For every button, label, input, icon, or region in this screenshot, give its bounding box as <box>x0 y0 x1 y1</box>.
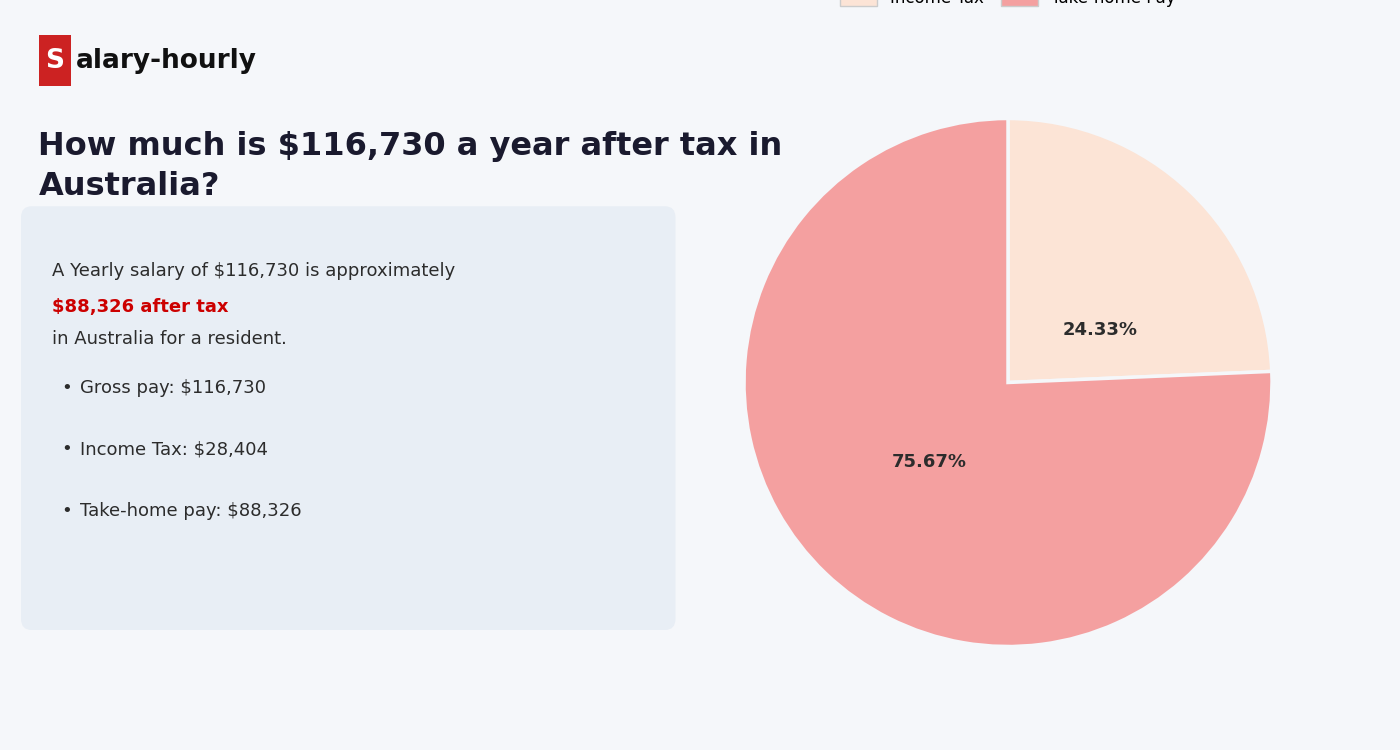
Text: 75.67%: 75.67% <box>892 453 966 471</box>
FancyBboxPatch shape <box>39 35 70 86</box>
Legend: Income Tax, Take-home Pay: Income Tax, Take-home Pay <box>834 0 1182 13</box>
Text: Gross pay: $116,730: Gross pay: $116,730 <box>81 379 266 397</box>
Text: in Australia for a resident.: in Australia for a resident. <box>53 330 287 348</box>
Text: •: • <box>62 502 71 520</box>
Text: •: • <box>62 440 71 458</box>
Text: alary-hourly: alary-hourly <box>76 48 256 74</box>
Text: S: S <box>45 48 64 74</box>
Wedge shape <box>1008 118 1271 382</box>
Text: How much is $116,730 a year after tax in
Australia?: How much is $116,730 a year after tax in… <box>39 131 783 202</box>
Wedge shape <box>743 118 1273 646</box>
Text: Income Tax: $28,404: Income Tax: $28,404 <box>81 440 269 458</box>
Text: Take-home pay: $88,326: Take-home pay: $88,326 <box>81 502 302 520</box>
Text: A Yearly salary of $116,730 is approximately: A Yearly salary of $116,730 is approxima… <box>53 262 462 280</box>
Text: 24.33%: 24.33% <box>1063 321 1138 339</box>
FancyBboxPatch shape <box>21 206 675 630</box>
Text: $88,326 after tax: $88,326 after tax <box>53 298 230 316</box>
Text: •: • <box>62 379 71 397</box>
